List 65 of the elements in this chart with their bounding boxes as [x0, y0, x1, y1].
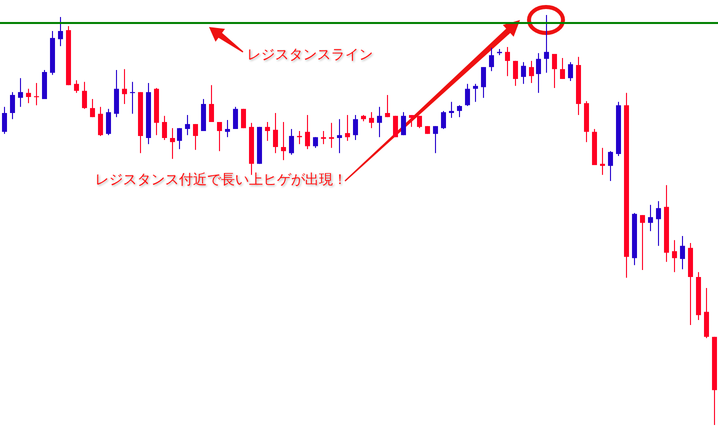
candlestick — [58, 16, 63, 47]
candlestick — [305, 114, 310, 150]
candlestick — [217, 122, 222, 152]
candlestick — [98, 106, 103, 136]
candlestick — [90, 98, 95, 118]
candlestick — [106, 108, 111, 136]
candlestick — [329, 122, 334, 148]
candlestick — [122, 68, 127, 104]
candlestick — [513, 60, 518, 86]
candlestick — [82, 81, 87, 110]
candlestick — [162, 115, 167, 141]
candlestick — [26, 88, 31, 104]
candlestick — [337, 118, 342, 154]
candlestick — [457, 104, 462, 118]
candlestick — [209, 84, 214, 123]
candlestick — [521, 62, 526, 84]
annotation: レジスタンス付近で長い上ヒゲが出現！ — [95, 172, 347, 188]
candlestick — [401, 112, 406, 136]
candlestick — [481, 66, 486, 98]
candlestick — [34, 82, 39, 106]
candlestick — [377, 106, 382, 138]
candlestick — [656, 200, 661, 246]
candlestick — [345, 114, 350, 142]
candlestick — [185, 114, 190, 136]
candlestick — [353, 114, 358, 141]
candlestick — [2, 106, 7, 134]
candlestick — [409, 114, 414, 128]
candlestick — [560, 58, 565, 80]
candlestick — [552, 53, 557, 88]
candlestick — [193, 124, 198, 150]
candlestick — [177, 128, 182, 150]
candlestick — [170, 128, 175, 160]
candlestick — [313, 136, 318, 148]
candlestick — [608, 150, 613, 182]
candlestick — [233, 106, 238, 130]
candlestick — [672, 240, 677, 273]
candlestick — [281, 122, 286, 161]
candlestick — [600, 147, 605, 176]
candlestick — [265, 122, 270, 142]
candlestick — [417, 115, 422, 129]
candlestick — [536, 52, 541, 94]
candlestick — [640, 214, 645, 271]
candlestick — [529, 60, 534, 84]
ref-line-label: レジスタンスライン — [247, 47, 373, 63]
candlestick — [273, 112, 278, 154]
candlestick — [321, 130, 326, 145]
candlestick — [680, 235, 685, 270]
candlestick — [130, 81, 135, 114]
candlestick — [441, 110, 446, 130]
candlestick — [289, 128, 294, 156]
candlestick — [225, 119, 230, 138]
candlestick — [465, 83, 470, 107]
candlestick — [433, 126, 438, 154]
candlestick — [18, 78, 23, 108]
candlestick — [369, 112, 374, 129]
candlestick — [74, 80, 79, 94]
candlestick — [648, 204, 653, 232]
candlestick — [385, 94, 390, 118]
candlestick — [489, 47, 494, 72]
candlestick — [568, 62, 573, 82]
candlestick — [505, 46, 510, 77]
candlestick — [473, 83, 478, 102]
candlestick — [544, 14, 549, 74]
candlestick — [449, 101, 454, 118]
candlestick — [10, 92, 15, 120]
